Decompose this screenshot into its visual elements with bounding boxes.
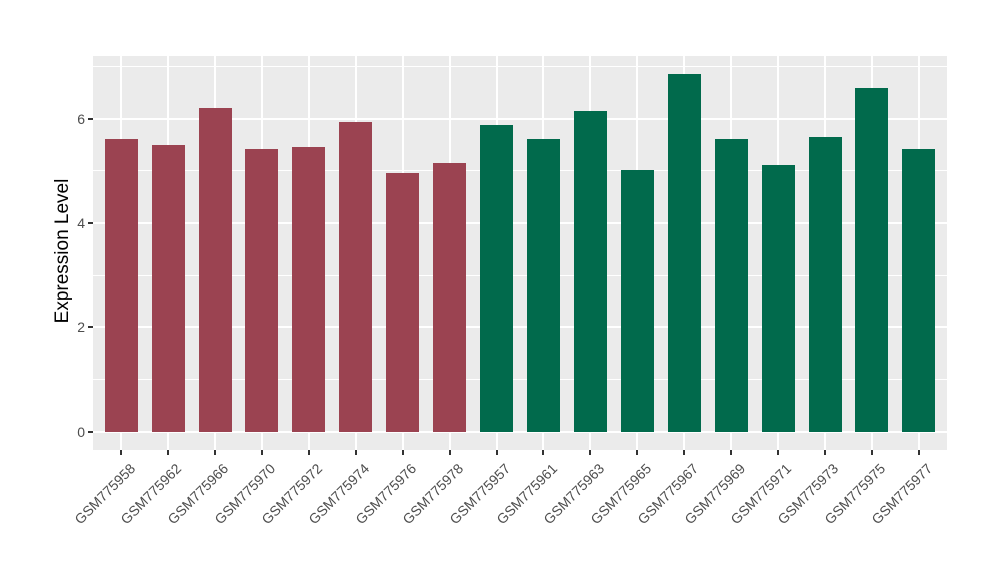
bar-GSM775974 (339, 121, 373, 432)
x-tick-mark (214, 450, 216, 455)
major-gridline (93, 221, 947, 224)
bar-GSM775965 (620, 169, 654, 432)
bar-GSM775971 (761, 165, 795, 432)
bar-GSM775973 (808, 137, 842, 432)
y-tick-mark (88, 221, 93, 224)
bar-GSM775972 (292, 147, 326, 432)
bar-GSM775970 (245, 149, 279, 432)
minor-gridline (93, 274, 947, 276)
y-tick-mark (88, 326, 93, 329)
x-tick-mark (730, 450, 733, 455)
x-tick-mark (120, 450, 123, 455)
bar-GSM775963 (573, 111, 607, 432)
bar-GSM775961 (526, 138, 560, 432)
minor-gridline (93, 65, 947, 67)
bar-GSM775977 (902, 149, 936, 432)
y-tick-mark (88, 430, 93, 433)
bar-GSM775966 (198, 108, 232, 432)
y-tick-label: 4 (77, 214, 85, 231)
y-tick-label: 6 (77, 110, 85, 127)
x-tick-mark (448, 450, 451, 455)
bar-GSM775967 (667, 74, 701, 432)
y-axis-title: Expression Level (52, 178, 73, 324)
minor-gridline (93, 170, 947, 172)
x-tick-mark (589, 450, 592, 455)
minor-gridline (93, 379, 947, 381)
major-gridline (93, 430, 947, 433)
x-tick-mark (354, 450, 357, 455)
x-tick-mark (307, 450, 310, 455)
bar-GSM775975 (855, 88, 889, 432)
y-tick-label: 0 (77, 423, 85, 440)
major-gridline (93, 326, 947, 329)
bar-GSM775969 (714, 138, 748, 432)
bar-GSM775957 (480, 124, 514, 432)
y-tick-mark (88, 117, 93, 120)
x-tick-mark (870, 450, 873, 455)
x-tick-mark (636, 450, 639, 455)
bar-GSM775978 (433, 162, 467, 432)
x-tick-mark (542, 450, 545, 455)
bar-GSM775976 (386, 172, 420, 432)
bar-GSM775958 (104, 139, 138, 432)
x-tick-mark (167, 450, 170, 455)
plot-panel (93, 56, 947, 450)
x-tick-mark (495, 450, 498, 455)
x-tick-mark (260, 450, 263, 455)
y-tick-label: 2 (77, 319, 85, 336)
x-tick-mark (401, 450, 404, 455)
x-tick-mark (683, 450, 686, 455)
x-tick-mark (824, 450, 826, 455)
major-gridline (93, 117, 947, 120)
x-tick-mark (777, 450, 780, 455)
bar-GSM775962 (151, 144, 185, 432)
x-tick-mark (917, 450, 920, 455)
